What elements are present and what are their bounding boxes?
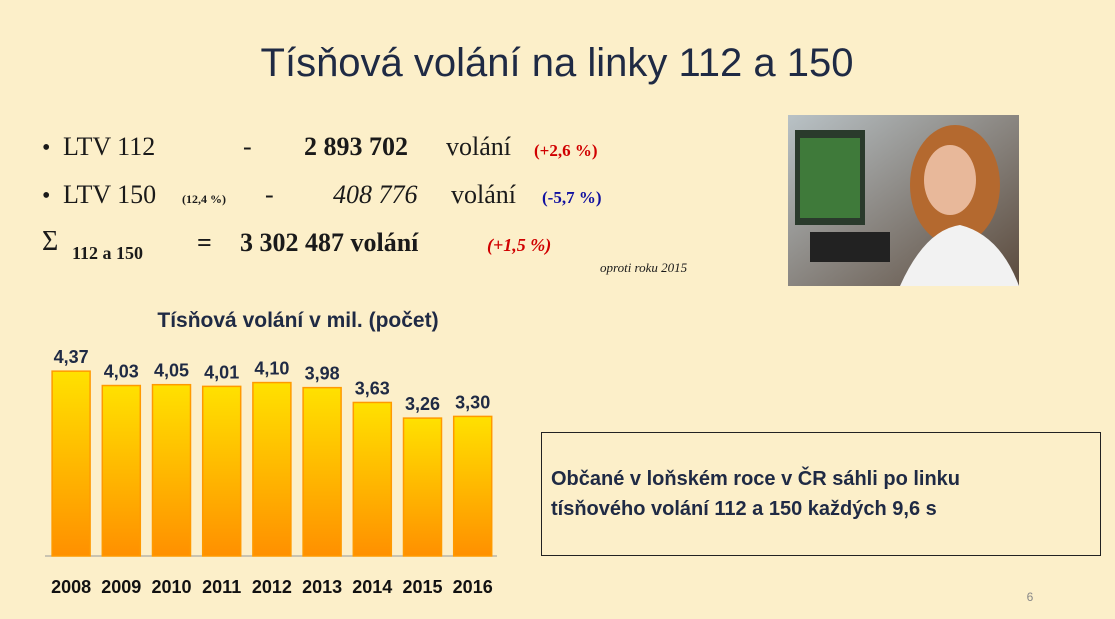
value-label: 4,01	[204, 362, 239, 382]
change: (+2,6 %)	[534, 141, 598, 160]
x-tick-label: 2011	[202, 577, 241, 597]
dash: -	[243, 132, 252, 161]
x-tick-label: 2010	[151, 577, 191, 597]
change: (+1,5 %)	[487, 235, 551, 256]
total: 3 302 487 volání	[240, 228, 419, 257]
info-text: tísňového volání 112 a 150 každých 9,6 s	[551, 498, 937, 520]
value-label: 4,03	[104, 362, 139, 382]
bullet: •	[42, 135, 50, 161]
chart-title: Tísňová volání v mil. (počet)	[157, 309, 438, 332]
unit: volání	[451, 180, 516, 209]
value-label: 4,37	[54, 347, 89, 367]
unit: volání	[446, 132, 511, 161]
bar	[452, 415, 493, 557]
photo-screen	[800, 138, 860, 218]
x-tick-label: 2016	[453, 577, 493, 597]
info-box	[541, 432, 1101, 556]
value-label: 4,05	[154, 361, 189, 381]
photo	[788, 115, 1019, 286]
slide-title: Tísňová volání na linky 112 a 150	[261, 41, 854, 85]
photo-face	[924, 145, 976, 215]
page-number: 6	[1027, 590, 1034, 604]
x-tick-label: 2008	[51, 577, 91, 597]
value-label: 3,63	[355, 378, 390, 398]
sigma: Σ	[42, 226, 58, 257]
info-text: Občané v loňském roce v ČR sáhli po link…	[551, 466, 960, 490]
photo-keyboard	[810, 232, 890, 262]
change: (-5,7 %)	[542, 188, 601, 207]
bar	[302, 386, 342, 557]
dash: -	[265, 180, 274, 209]
note: oproti roku 2015	[600, 260, 688, 275]
x-tick-label: 2015	[402, 577, 442, 597]
count: 2 893 702	[304, 132, 408, 161]
value-label: 3,30	[455, 392, 490, 412]
bar	[201, 385, 242, 557]
bar-chart: 4,37 2008 4,03 2009 4,05 2010 4,01 2011 4,10 2012…	[51, 347, 493, 597]
count: 408 776	[333, 180, 418, 209]
share: (12,4 %)	[182, 192, 226, 206]
bullet: •	[42, 183, 50, 209]
bar	[402, 417, 443, 557]
line-label: LTV 112	[63, 132, 155, 161]
x-tick-label: 2012	[252, 577, 292, 597]
x-tick-label: 2014	[352, 577, 392, 597]
subscript: 112 a 150	[72, 243, 143, 263]
value-label: 3,26	[405, 394, 440, 414]
value-label: 3,98	[305, 364, 340, 384]
line-label: LTV 150	[63, 180, 156, 209]
equals: =	[197, 228, 212, 257]
bar	[51, 370, 91, 557]
bar	[252, 381, 292, 557]
bar	[352, 401, 393, 557]
value-label: 4,10	[254, 359, 289, 379]
bar	[101, 384, 142, 557]
photo-shirt	[900, 225, 1019, 286]
bar	[151, 383, 192, 557]
x-tick-label: 2013	[302, 577, 342, 597]
x-tick-label: 2009	[101, 577, 141, 597]
